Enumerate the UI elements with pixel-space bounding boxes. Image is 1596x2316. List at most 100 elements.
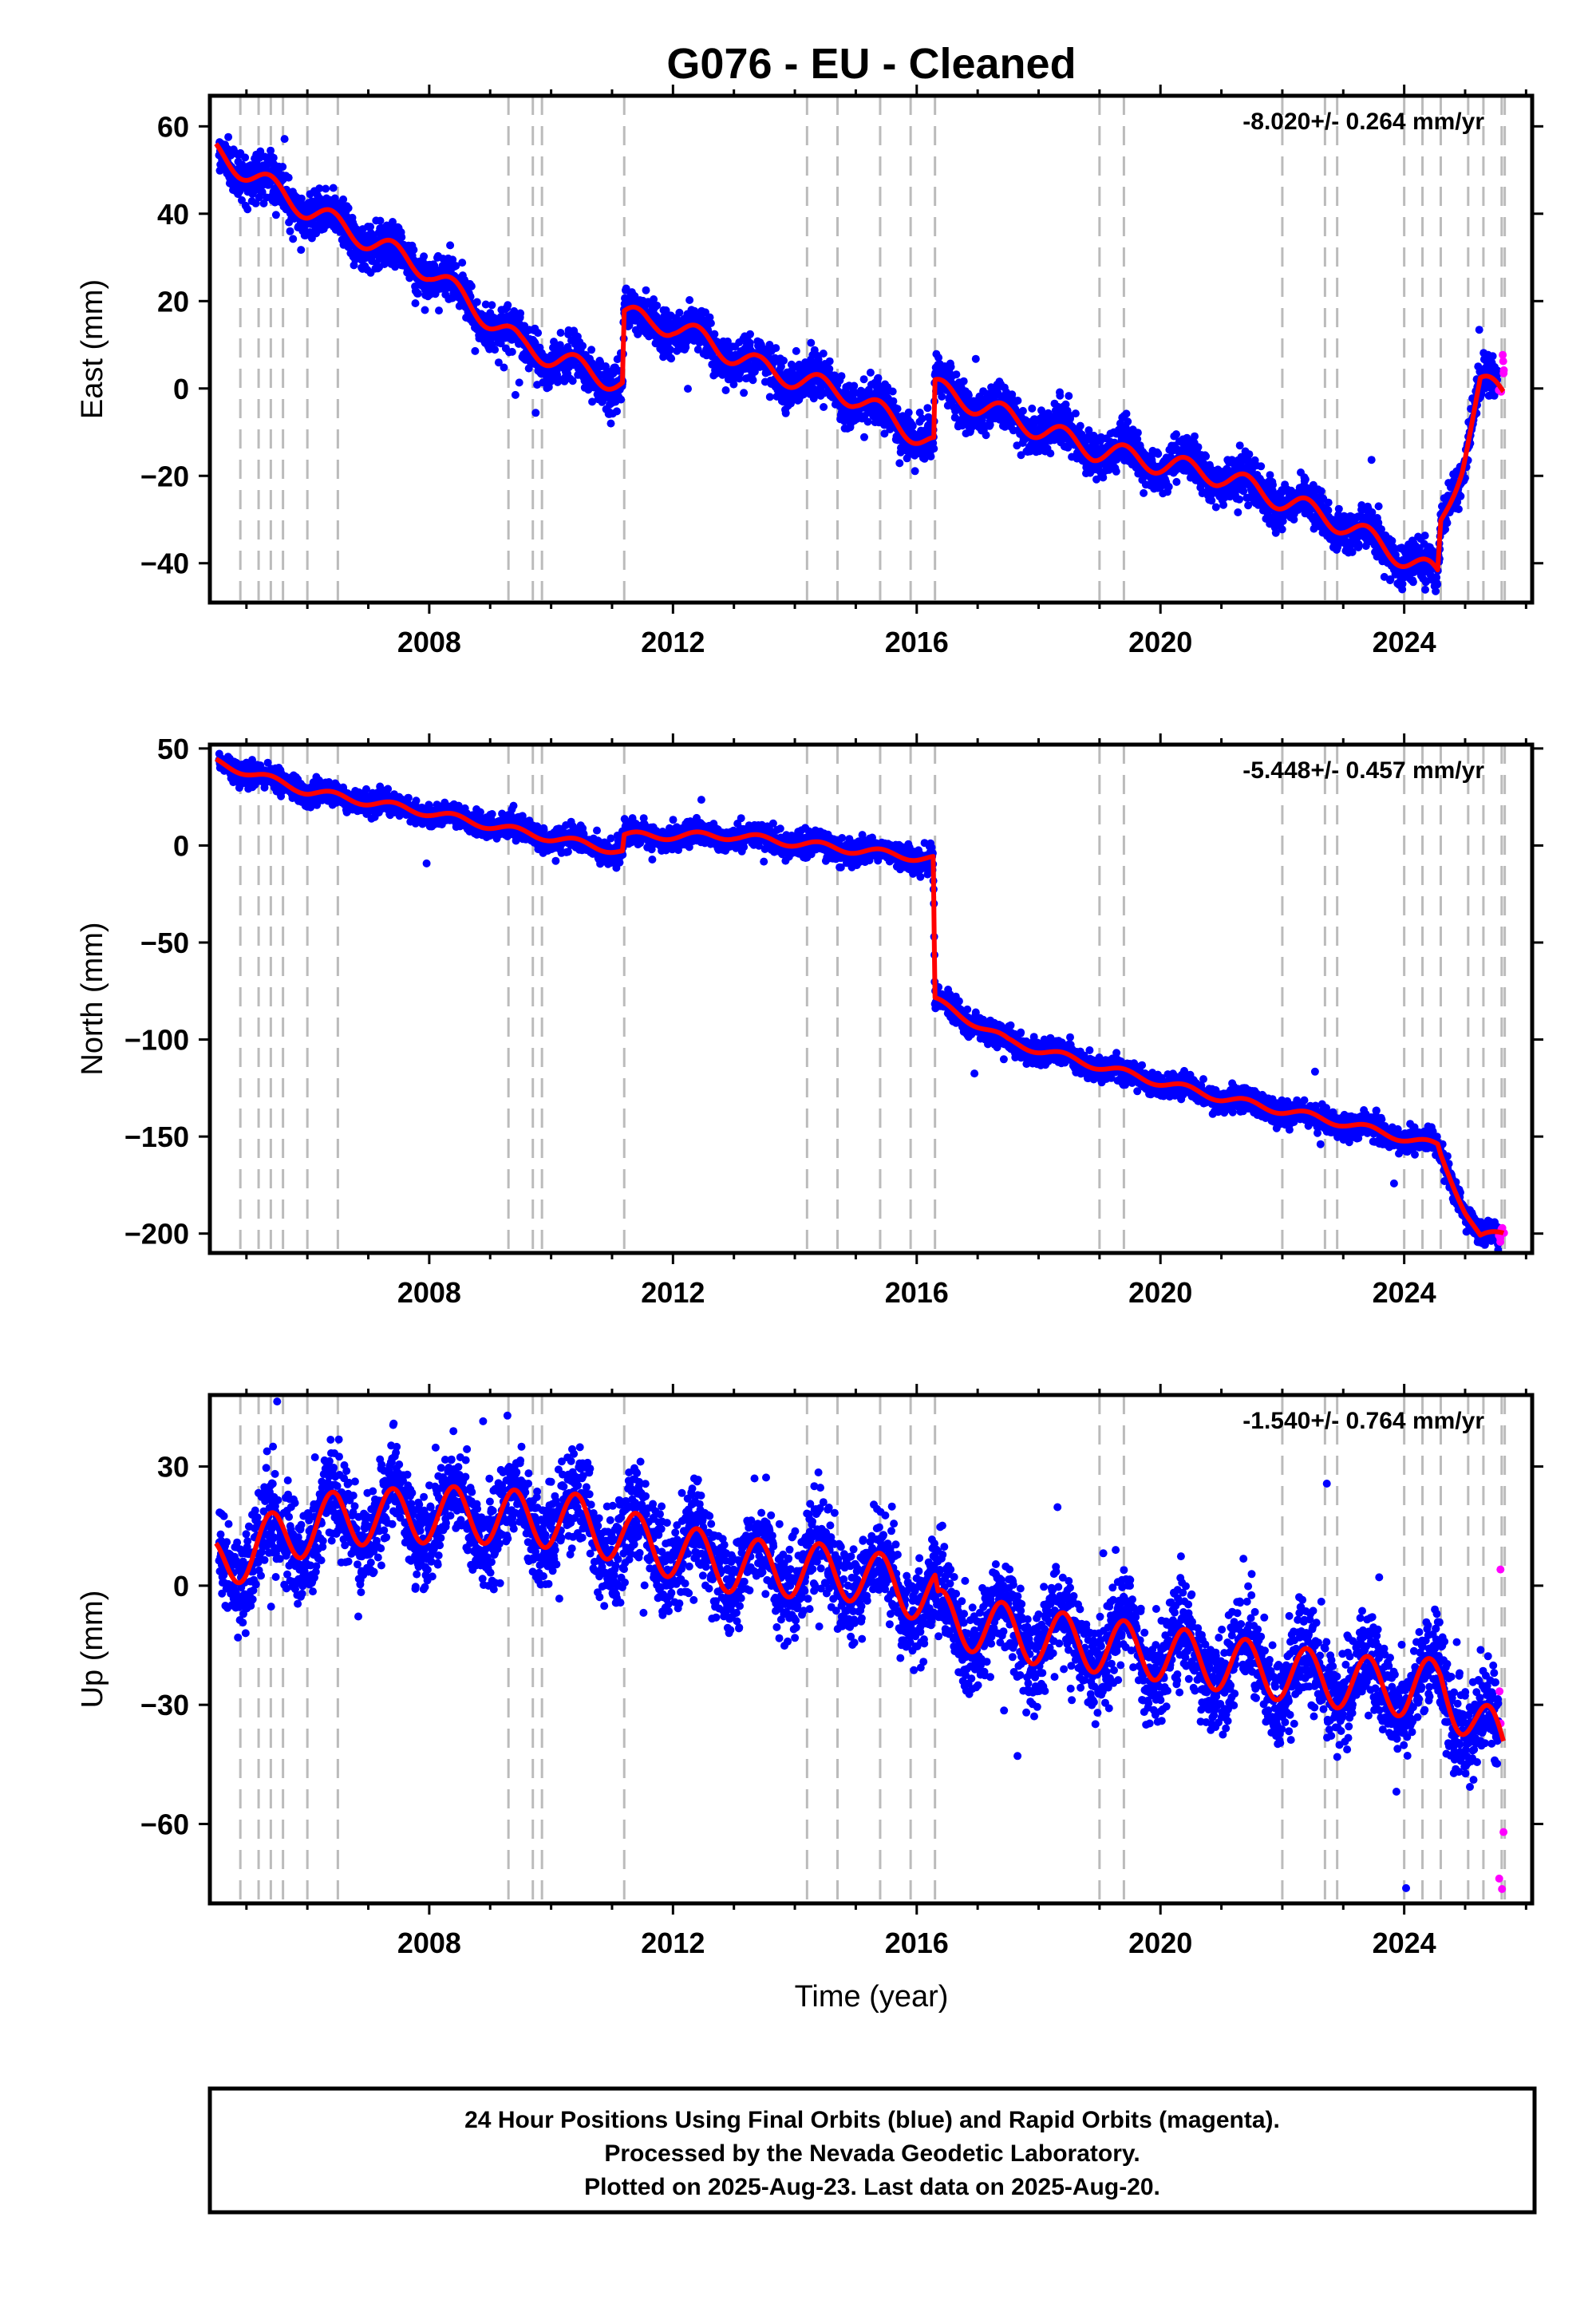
final-orbit-point	[1374, 502, 1383, 511]
final-orbit-point	[1013, 397, 1022, 405]
final-orbit-point	[491, 346, 500, 354]
final-orbit-point	[1245, 450, 1254, 459]
final-orbit-point	[329, 184, 338, 192]
final-orbit-point	[1301, 475, 1310, 484]
final-orbit-point	[850, 381, 859, 390]
final-orbit-point	[825, 365, 834, 373]
final-orbit-point	[825, 357, 834, 366]
final-orbit-point	[1235, 441, 1244, 450]
final-orbit-point	[488, 301, 496, 310]
final-orbit-point	[297, 246, 306, 255]
final-orbit-point	[889, 397, 898, 405]
final-orbit-point	[269, 153, 278, 162]
final-orbit-point	[1443, 519, 1452, 528]
final-orbit-point	[780, 356, 788, 365]
final-orbit-point	[448, 255, 457, 264]
final-orbit-point	[1172, 430, 1180, 439]
final-orbit-point	[971, 354, 980, 363]
final-orbit-point	[258, 188, 267, 196]
final-orbit-point	[895, 459, 904, 468]
final-orbit-point	[472, 298, 481, 306]
final-orbit-point	[792, 346, 800, 355]
final-orbit-point	[874, 373, 883, 382]
final-orbit-point	[446, 241, 455, 250]
final-orbit-point	[435, 306, 443, 315]
final-orbit-point	[617, 395, 626, 404]
final-orbit-point	[297, 194, 306, 203]
final-orbit-point	[284, 173, 293, 182]
final-orbit-point	[1317, 487, 1325, 496]
final-orbit-point	[946, 362, 955, 371]
final-orbit-point	[534, 329, 543, 338]
final-orbit-point	[1028, 404, 1037, 413]
final-orbit-point	[411, 299, 420, 307]
final-orbit-point	[888, 387, 897, 396]
final-orbit-point	[1235, 495, 1244, 504]
final-orbit-point	[667, 354, 676, 363]
final-orbit-point	[807, 338, 816, 347]
final-orbit-point	[279, 163, 287, 171]
final-orbit-point	[471, 346, 480, 355]
final-orbit-point	[1398, 579, 1407, 588]
final-orbit-point	[243, 205, 252, 214]
final-orbit-point	[1324, 498, 1333, 507]
final-orbit-point	[413, 289, 422, 298]
final-orbit-point	[1071, 409, 1080, 418]
y-tick-label: −20	[140, 460, 189, 492]
final-orbit-point	[1099, 473, 1108, 482]
final-orbit-point	[315, 184, 324, 193]
final-orbit-point	[986, 421, 994, 429]
final-orbit-point	[224, 132, 233, 141]
final-orbit-point	[1164, 482, 1173, 491]
final-orbit-point	[908, 421, 917, 430]
final-orbit-point	[1454, 505, 1463, 513]
final-orbit-point	[923, 404, 932, 413]
final-orbit-point	[1154, 449, 1163, 458]
final-orbit-point	[930, 445, 938, 453]
final-orbit-point	[1056, 391, 1065, 400]
final-orbit-point	[982, 431, 990, 440]
final-orbit-point	[1234, 508, 1242, 516]
final-orbit-point	[710, 330, 719, 338]
final-orbit-point	[740, 389, 749, 397]
final-orbit-point	[452, 262, 460, 271]
final-orbit-point	[500, 363, 508, 372]
final-orbit-point	[515, 378, 523, 387]
final-orbit-point	[1124, 417, 1132, 426]
x-tick-label: 2008	[397, 626, 461, 658]
y-tick-label: −40	[140, 547, 189, 580]
final-orbit-point	[508, 347, 516, 356]
final-orbit-point	[959, 377, 968, 385]
final-orbit-point	[1112, 467, 1120, 476]
final-orbit-point	[458, 259, 467, 267]
final-orbit-point	[749, 376, 757, 385]
x-tick-label: 2016	[885, 626, 949, 658]
final-orbit-point	[952, 370, 961, 379]
final-orbit-point	[271, 211, 280, 219]
final-orbit-point	[587, 346, 596, 354]
final-orbit-point	[1046, 449, 1055, 458]
final-orbit-point	[1122, 409, 1131, 418]
final-orbit-point	[666, 346, 674, 354]
final-orbit-point	[837, 372, 846, 381]
y-tick-label: 40	[157, 198, 189, 231]
final-orbit-point	[1456, 492, 1465, 500]
final-orbit-point	[256, 147, 265, 156]
y-tick-label: 60	[157, 110, 189, 143]
final-orbit-point	[706, 319, 715, 327]
final-orbit-point	[819, 350, 828, 358]
final-orbit-point	[1420, 532, 1429, 540]
final-orbit-point	[511, 390, 519, 399]
final-orbit-point	[675, 308, 684, 317]
final-orbit-point	[467, 282, 476, 290]
final-orbit-point	[1219, 500, 1228, 509]
final-orbit-point	[904, 408, 913, 417]
final-orbit-point	[911, 467, 919, 476]
final-orbit-point	[306, 228, 314, 236]
final-orbit-point	[366, 223, 375, 231]
final-orbit-point	[286, 227, 294, 235]
y-tick-label: 20	[157, 285, 189, 318]
final-orbit-point	[1475, 326, 1483, 334]
